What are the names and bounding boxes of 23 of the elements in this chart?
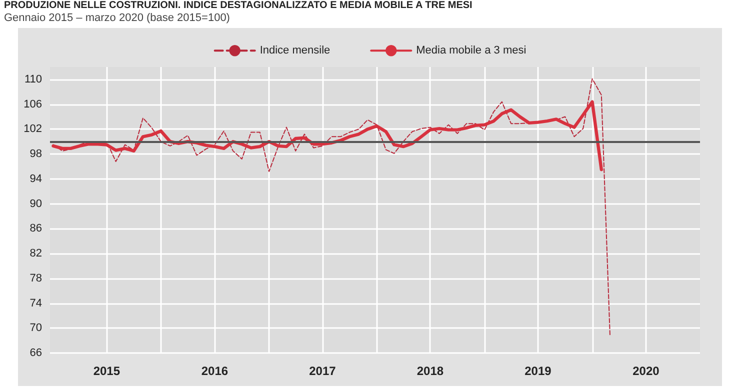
x-tick-label: 2019 [524,364,552,378]
y-tick-label: 110 [24,73,42,86]
chart-title: PRODUZIONE NELLE COSTRUZIONI. INDICE DESTAGIONALIZZATO E MEDIA MOBILE A TRE MESI [4,0,472,11]
x-tick-label: 2015 [93,364,120,378]
x-tick-label: 2018 [416,364,444,378]
legend-label: Media mobile a 3 mesi [416,44,526,57]
y-tick-label: 106 [24,98,42,110]
legend-label: Indice mensile [260,44,330,57]
y-tick-label: 78 [30,272,42,284]
y-tick-label: 90 [30,198,42,210]
y-tick-label: 86 [30,222,42,235]
y-tick-label: 94 [30,172,42,185]
x-tick-label: 2017 [309,364,336,378]
x-tick-label: 2016 [201,364,228,378]
y-tick-label: 82 [30,248,42,260]
y-tick-label: 102 [24,123,42,136]
y-tick-label: 74 [30,297,42,310]
y-tick-label: 66 [30,347,42,359]
y-tick-label: 98 [30,148,42,160]
chart-subtitle: Gennaio 2015 – marzo 2020 (base 2015=100) [4,12,230,24]
line-series [52,78,610,336]
y-tick-label: 70 [30,322,42,334]
x-tick-label: 2020 [632,364,660,378]
